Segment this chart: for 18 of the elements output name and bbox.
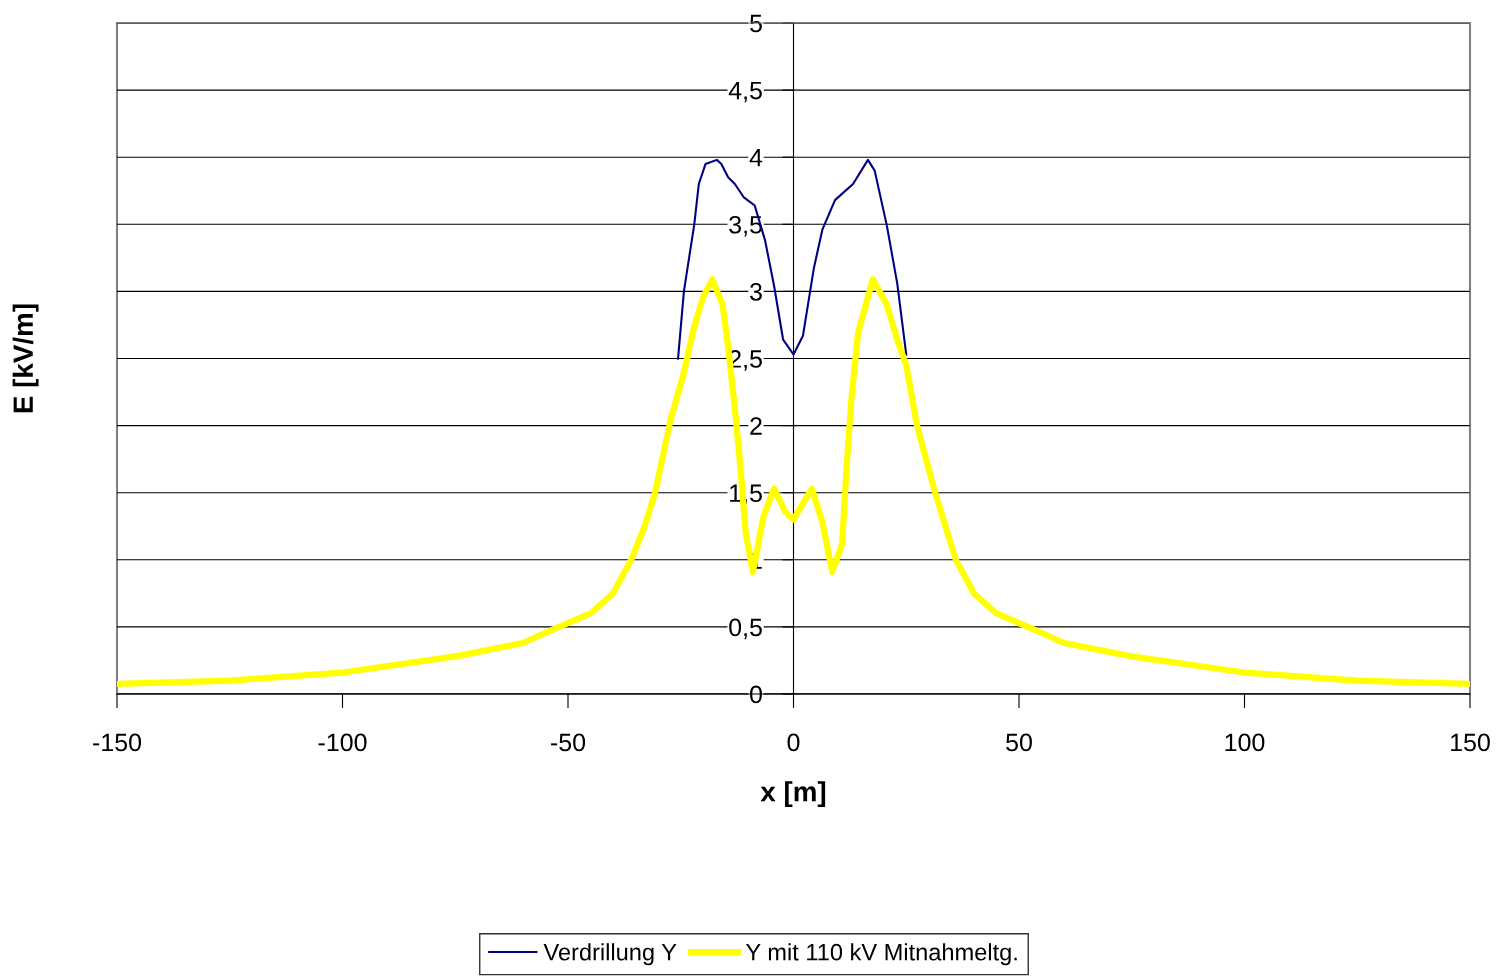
x-tick-label: 50 <box>1006 733 1032 752</box>
x-tick-label: -100 <box>318 733 367 752</box>
x-tick-label: 150 <box>1451 733 1490 752</box>
y-tick-label: 3 <box>750 283 762 301</box>
y-tick-label: 5 <box>750 14 762 33</box>
legend-label: Y mit 110 kV Mitnahmeltg. <box>745 943 1017 966</box>
y-tick-label: 4,5 <box>728 81 762 103</box>
y-tick-label: 4 <box>749 149 763 167</box>
y-tick-label: 0 <box>750 685 762 704</box>
y-tick-label: 0,5 <box>729 618 762 640</box>
legend-label: Verdrillung Y <box>543 943 677 966</box>
x-tick-label: 0 <box>787 733 800 752</box>
y-axis-title: E [kV/m] <box>12 304 39 413</box>
x-axis-title: x [m] <box>760 781 826 808</box>
x-tick-label: 100 <box>1225 733 1265 752</box>
x-tick-label: -150 <box>93 733 142 752</box>
y-tick-label: 2 <box>750 417 762 435</box>
x-tick-label: -50 <box>551 733 586 752</box>
